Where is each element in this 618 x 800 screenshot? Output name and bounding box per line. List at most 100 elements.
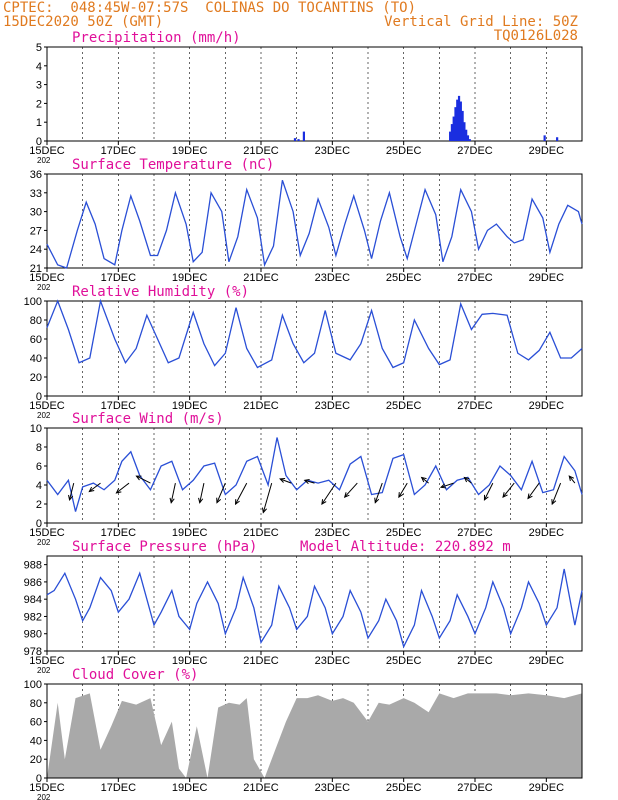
header-line2-left: 15DEC2020 50Z (GMT) [3, 14, 164, 30]
wind-arrow-head [527, 493, 533, 500]
x-tick-label: 17DEC [101, 272, 137, 284]
y-tick-label: 982 [24, 611, 42, 623]
wind-arrow [279, 478, 292, 484]
header-line1: CPTEC: 048:45W-07:57S COLINAS DO TOCANTI… [3, 0, 417, 16]
x-tick-label: 15DEC [29, 400, 65, 412]
wind-arrow-head [483, 494, 489, 501]
y-tick-label: 986 [24, 577, 42, 589]
wind-arrow-head [68, 494, 74, 502]
wind-arrow-head [169, 497, 175, 504]
series-line [46, 437, 583, 512]
y-tick-label: 984 [24, 594, 42, 606]
y-tick-label: 0 [36, 773, 42, 785]
precip-bar [465, 129, 468, 141]
x-tick-label: 21DEC [243, 400, 279, 412]
precip-bar [450, 124, 454, 141]
x-tick-label: 27DEC [457, 145, 493, 157]
y-tick-label: 80 [30, 315, 42, 327]
y-tick-label: 33 [30, 188, 42, 200]
x-tick-label: 25DEC [386, 782, 422, 794]
precip-bar [293, 138, 297, 141]
wind-arrow [235, 482, 248, 505]
x-tick-label: 29DEC [529, 655, 565, 667]
wind-arrow [89, 482, 101, 492]
x-tick-label: 29DEC [529, 400, 565, 412]
wind-arrow [304, 479, 315, 484]
series-line [46, 180, 583, 269]
x-tick-label: 17DEC [101, 655, 137, 667]
y-tick-label: 3 [36, 80, 42, 92]
wind-arrow [321, 482, 337, 505]
y-tick-label: 5 [36, 42, 42, 54]
y-tick-label: 60 [30, 334, 42, 346]
x-tick-label: 23DEC [315, 655, 351, 667]
x-tick-label: 23DEC [315, 145, 351, 157]
wind-arrow-head [343, 492, 350, 498]
y-tick-label: 27 [30, 225, 42, 237]
wind-arrow [527, 482, 540, 499]
wind-arrow [464, 477, 472, 484]
precip-bar [449, 131, 452, 141]
wind-arrow [440, 482, 454, 488]
y-tick-label: 980 [24, 629, 42, 641]
wind-arrow [344, 482, 358, 498]
wind-arrow-head [398, 492, 404, 499]
wind-arrow [551, 482, 562, 505]
y-tick-label: 40 [30, 735, 42, 747]
x-tick-label: 27DEC [457, 272, 493, 284]
x-tick-label: 27DEC [457, 400, 493, 412]
x-tick-label: 29DEC [529, 527, 565, 539]
y-tick-label: 978 [24, 646, 42, 658]
wind-arrow-head [303, 478, 310, 485]
y-tick-label: 60 [30, 717, 42, 729]
wind-arrow [421, 477, 429, 484]
panel-title: Surface Wind (m/s) [72, 411, 224, 427]
x-tick-label: 25DEC [386, 400, 422, 412]
x-tick-label: 15DEC [29, 527, 65, 539]
y-tick-label: 20 [30, 754, 42, 766]
wind-arrow [483, 482, 494, 501]
panel-title: Surface Pressure (hPa) [72, 539, 257, 555]
wind-arrow-head [115, 488, 122, 494]
panel-title: Relative Humidity (%) [72, 284, 249, 300]
x-tick-label: 19DEC [172, 145, 208, 157]
y-tick-label: 2 [36, 499, 42, 511]
panel-title: Surface Temperature (nC) [72, 157, 274, 173]
precip-bar [543, 135, 546, 141]
y-tick-label: 100 [24, 679, 42, 691]
wind-arrow [199, 482, 205, 503]
wind-arrow-head [439, 483, 447, 489]
y-tick-label: 1 [36, 117, 42, 129]
y-tick-label: 4 [36, 61, 42, 73]
x-tick-label: 19DEC [172, 272, 208, 284]
wind-arrow [170, 482, 176, 503]
wind-arrow [398, 482, 408, 498]
panel-title: Precipitation (mm/h) [72, 30, 241, 46]
wind-arrow [262, 482, 273, 513]
series-line [46, 568, 583, 649]
x-tick-label: 23DEC [315, 782, 351, 794]
y-tick-label: 0 [36, 391, 42, 403]
precip-bar [463, 122, 466, 141]
wind-arrow-head [198, 497, 204, 504]
x-tick-label: 15DEC [29, 655, 65, 667]
y-tick-label: 6 [36, 461, 42, 473]
x-tick-label: 21DEC [243, 782, 279, 794]
panel-frame [46, 427, 583, 524]
precip-bar [457, 95, 461, 141]
wind-arrow [116, 482, 130, 494]
y-tick-label: 80 [30, 698, 42, 710]
x-year-label: 202 [37, 666, 51, 675]
y-tick-label: 4 [36, 480, 42, 492]
x-tick-label: 21DEC [243, 655, 279, 667]
precip-bar [302, 131, 305, 141]
y-tick-label: 988 [24, 560, 42, 572]
wind-arrow-head [551, 499, 557, 506]
panel-frame [46, 173, 583, 269]
y-tick-label: 8 [36, 442, 42, 454]
wind-arrow [568, 475, 576, 484]
x-tick-label: 29DEC [529, 782, 565, 794]
x-tick-label: 19DEC [172, 400, 208, 412]
cloud-area [47, 693, 582, 778]
